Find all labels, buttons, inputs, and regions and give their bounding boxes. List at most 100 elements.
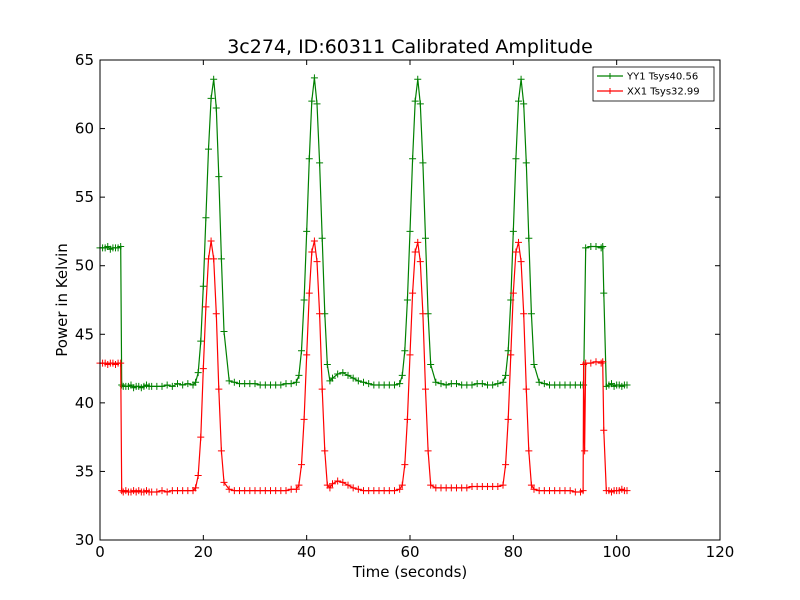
data-point-marker [323,360,331,368]
data-point-marker [525,234,533,242]
data-point-marker [530,485,538,493]
data-point-marker [158,382,166,390]
y-tick-label: 50 [75,257,94,275]
data-point-marker [298,461,305,469]
data-point-marker [403,415,411,423]
series-1 [96,74,631,392]
data-point-marker [522,385,530,393]
y-tick-label: 55 [75,188,94,206]
data-point-marker [403,296,411,304]
data-point-marker [163,488,171,496]
y-tick-label: 65 [75,51,94,69]
data-point-marker [414,238,422,246]
data-point-marker [422,385,429,393]
data-point-marker [478,380,486,388]
data-point-marker [194,369,202,377]
data-point-marker [509,289,517,297]
data-point-marker [582,244,590,252]
data-point-marker [163,381,171,389]
data-point-marker [398,481,406,489]
data-point-marker [419,310,427,318]
data-point-marker [326,484,334,492]
data-point-marker [530,360,538,368]
data-point-marker [305,289,313,297]
data-point-marker [432,378,440,386]
y-tick-label: 60 [75,120,94,138]
x-tick-label: 40 [297,543,316,561]
data-point-marker [502,461,510,469]
data-point-marker [587,359,595,367]
data-point-marker [207,94,215,102]
data-point-marker [411,97,419,105]
data-point-marker [295,481,303,489]
x-axis-label: Time (seconds) [352,563,468,581]
data-point-marker [205,145,212,153]
data-point-marker [494,380,502,388]
data-point-marker [512,248,520,256]
data-point-marker [199,365,207,373]
series-layer [96,74,631,496]
data-point-marker [349,484,357,492]
data-point-marker [192,484,200,492]
data-point-marker [623,487,631,495]
y-tick-label: 30 [75,531,94,549]
data-point-marker [396,485,404,493]
data-point-marker [303,227,311,235]
data-point-marker [300,296,308,304]
legend-marker [607,73,613,79]
tick-layer: 0 20 40 60 80 100 120 30 35 40 45 50 55 60 65 [75,51,734,561]
data-point-marker [600,426,608,434]
data-point-marker [321,447,329,455]
x-tick-label: 60 [400,543,419,561]
data-point-marker [117,243,125,251]
data-point-marker [184,380,192,388]
data-point-marker [515,238,522,246]
data-point-marker [592,358,600,366]
data-point-marker [313,258,321,266]
chart-title: 3c274, ID:60311 Calibrated Amplitude [227,36,593,58]
data-point-marker [427,360,435,368]
legend-items: YY1 Tsys40.56 XX1 Tsys32.99 [597,72,700,98]
data-point-marker [339,478,347,486]
y-tick-label: 35 [75,462,94,480]
data-point-marker [153,488,161,496]
data-point-marker [427,481,435,489]
data-point-marker [220,478,228,486]
y-axis-label: Power in Kelvin [53,243,71,357]
data-point-marker [202,303,210,311]
data-point-marker [401,461,409,469]
data-point-marker [463,484,471,492]
data-point-marker [422,234,429,242]
legend-label: YY1 Tsys40.56 [626,72,698,83]
data-point-marker [391,487,398,495]
data-point-marker [298,347,305,355]
data-point-marker [215,385,223,393]
data-point-marker [212,104,220,112]
data-point-marker [277,381,285,389]
data-point-marker [212,310,220,318]
x-tick-label: 0 [95,543,105,561]
data-point-marker [509,227,517,235]
data-point-marker [416,258,424,266]
data-point-marker [398,371,406,379]
data-point-marker [310,237,318,245]
data-point-marker [360,378,367,386]
data-point-marker [230,378,238,386]
data-point-marker [225,377,233,385]
data-point-marker [207,237,215,245]
y-tick-label: 45 [75,325,94,343]
data-point-marker [581,447,589,455]
data-point-marker [282,487,290,495]
data-point-marker [215,173,223,181]
data-point-marker [600,289,608,297]
data-point-marker [118,381,126,389]
data-point-marker [566,487,574,495]
data-point-marker [489,381,497,389]
data-point-marker [305,155,313,163]
data-point-marker [411,248,419,256]
data-point-marker [318,385,326,393]
data-point-marker [316,310,324,318]
x-tick-label: 120 [706,543,735,561]
data-point-marker [354,485,362,493]
